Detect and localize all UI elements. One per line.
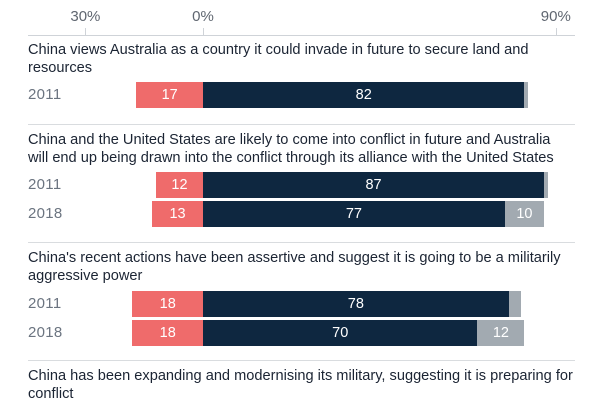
bar-disagree: 18 <box>132 320 203 346</box>
bar-neutral: 12 <box>477 320 525 346</box>
bar-agree: 82 <box>203 82 525 108</box>
axis-line <box>28 35 575 36</box>
section-separator <box>28 360 575 361</box>
question-text: China and the United States are likely t… <box>28 132 554 166</box>
axis-tick <box>555 28 557 36</box>
axis-tick <box>85 28 87 36</box>
bar-disagree: 18 <box>132 291 203 317</box>
year-label: 2011 <box>28 86 62 103</box>
bar-disagree: 13 <box>152 201 203 227</box>
axis-tick-label: 90% <box>540 8 571 25</box>
axis-tick-label: 30% <box>70 8 101 25</box>
bar-neutral <box>508 291 521 317</box>
year-label: 2011 <box>28 295 62 312</box>
bar-disagree: 12 <box>155 172 203 198</box>
bar-agree: 77 <box>203 201 505 227</box>
section-separator <box>28 124 575 125</box>
year-label: 2011 <box>28 176 62 193</box>
year-label: 2018 <box>28 324 63 341</box>
bar-agree: 78 <box>203 291 509 317</box>
bar-agree: 87 <box>203 172 545 198</box>
axis-tick-label: 0% <box>192 8 214 25</box>
bar-neutral <box>524 82 529 108</box>
bar-neutral: 10 <box>504 201 545 227</box>
question-text: China has been expanding and modernising… <box>28 368 573 402</box>
bar-neutral <box>544 172 548 198</box>
axis-tick <box>203 28 204 36</box>
section-separator <box>28 242 575 243</box>
question-text: China views Australia as a country it co… <box>28 42 529 76</box>
bar-agree: 70 <box>203 320 478 346</box>
question-text: China's recent actions have been asserti… <box>28 250 561 284</box>
bar-disagree: 17 <box>136 82 203 108</box>
year-label: 2018 <box>28 205 63 222</box>
